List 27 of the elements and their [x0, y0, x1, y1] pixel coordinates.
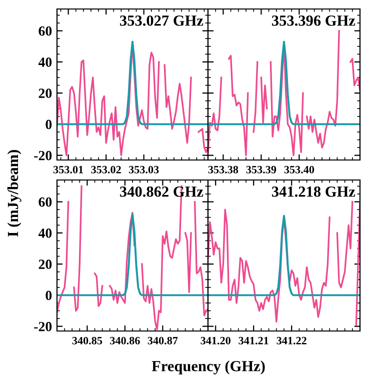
x-tick-label: 340.85 — [72, 336, 102, 344]
x-tick-label: 353.01 — [53, 166, 84, 174]
x-tick-label: 353.40 — [284, 166, 314, 174]
y-tick-label: -20 — [34, 322, 52, 332]
x-tick-label: 353.02 — [91, 166, 121, 174]
y-tick-label: 0 — [46, 120, 52, 130]
y-tick-label: 40 — [38, 58, 52, 67]
y-axis-title: I (mJy/beam) — [7, 150, 22, 237]
x-tick-label: 340.86 — [110, 336, 140, 344]
y-tick-label: 60 — [38, 197, 52, 207]
x-tick-label: 341.20 — [200, 336, 230, 344]
x-axis-title: Frequency (GHz) — [152, 360, 265, 374]
x-tick-label: 341.22 — [276, 336, 306, 344]
chart-title: 341.218 GHz — [272, 186, 356, 197]
y-tick-label: 20 — [38, 260, 52, 270]
x-tick-label: 353.38 — [208, 166, 238, 174]
y-tick-label: -20 — [34, 150, 52, 160]
x-tick-label: 341.21 — [238, 336, 268, 344]
chart-title: 353.396 GHz — [272, 16, 356, 26]
y-tick-label: 60 — [38, 26, 52, 36]
y-tick-label: 0 — [46, 290, 52, 300]
y-tick-label: 40 — [38, 228, 52, 238]
x-tick-label: 340.87 — [148, 336, 178, 344]
y-tick-label: 20 — [38, 88, 52, 98]
x-tick-label: 353.39 — [246, 166, 276, 174]
chart-title: 353.027 GHz — [120, 15, 204, 26]
x-tick-label: 353.03 — [128, 166, 159, 174]
